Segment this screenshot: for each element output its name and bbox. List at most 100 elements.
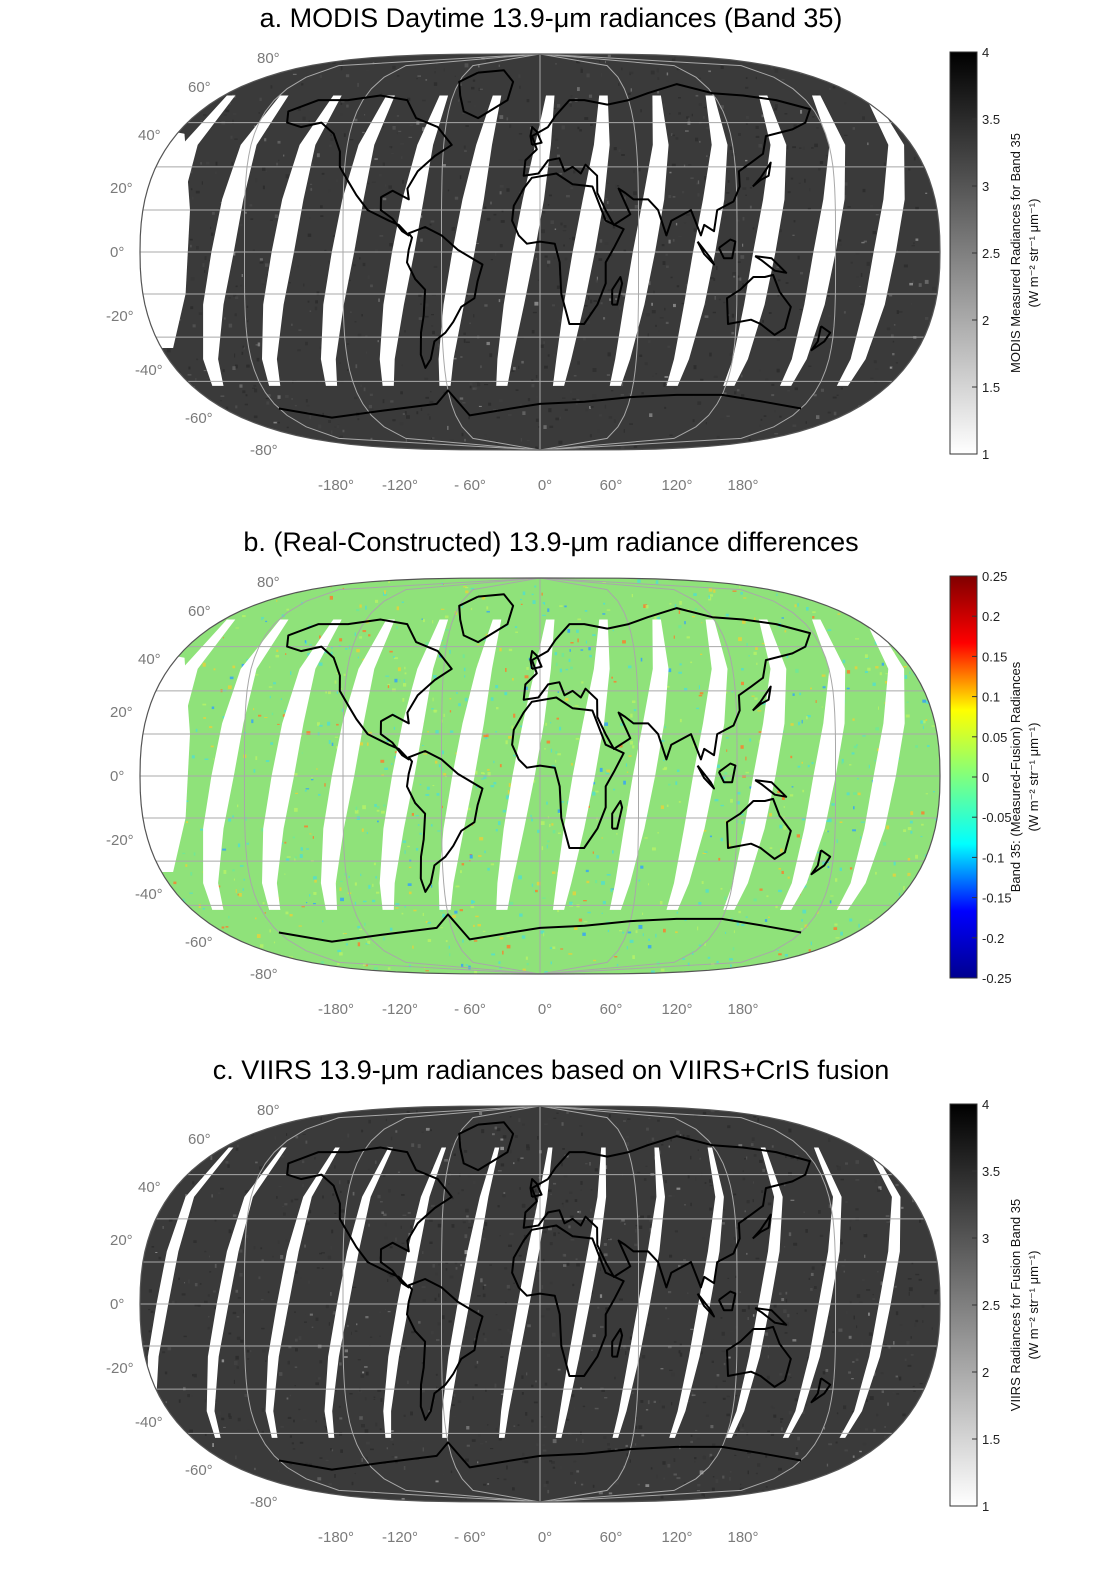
graticule (140, 54, 940, 450)
swath-gap (555, 1147, 607, 1438)
lon-label: -180° (318, 1529, 354, 1546)
colorbar-tick-label: 2.5 (982, 246, 1000, 261)
colorbar-tick-label: -0.1 (982, 850, 1004, 865)
no-data-region (140, 122, 190, 348)
colorbar-tick-label: 2 (982, 1365, 989, 1380)
swath-gap (839, 1147, 901, 1438)
swath-gap (780, 619, 846, 910)
swath-gap (780, 95, 846, 386)
colorbar-label: VIIRS Radiances for Fusion Band 35 (1008, 1199, 1023, 1411)
lat-label: 40° (138, 651, 161, 668)
lat-label: 60° (188, 1131, 211, 1148)
lon-label: 120° (661, 1529, 692, 1546)
panel-title: a. MODIS Daytime 13.9-μm radiances (Band… (259, 3, 843, 33)
swath-gap (666, 619, 728, 910)
lat-label: -60° (185, 934, 213, 951)
colorbar-tick-label: 3 (982, 1231, 989, 1246)
colorbar-units: (W m⁻² str⁻¹ μm⁻¹) (1026, 723, 1041, 832)
lat-label: 20° (110, 180, 133, 197)
lat-label: 0° (110, 244, 124, 261)
swath-gap (836, 619, 905, 910)
lon-label: 60° (600, 477, 623, 494)
lon-label: - 60° (454, 477, 486, 494)
lat-label: -40° (135, 362, 163, 379)
colorbar-tick-label: 0.25 (982, 569, 1007, 584)
map-figure: 80°60°40°20°0°-20°-40°-60°-80°-180° -120°… (106, 1097, 1041, 1546)
lon-label: 180° (727, 1001, 758, 1018)
lat-label: 60° (188, 603, 211, 620)
colorbar-tick-label: -0.2 (982, 931, 1004, 946)
colorbar-tick-label: 2 (982, 313, 989, 328)
lat-label: 20° (110, 1232, 133, 1249)
colorbar-tick-label: 0 (982, 770, 989, 785)
map-frame (139, 577, 941, 975)
map-area (140, 1106, 940, 1502)
colorbar-tick-label: 3.5 (982, 112, 1000, 127)
lat-label: -40° (135, 1414, 163, 1431)
lat-label: 80° (257, 574, 280, 591)
swath-gap (666, 95, 728, 386)
lat-label: 20° (110, 704, 133, 721)
lat-label: -60° (185, 1462, 213, 1479)
coastlines (278, 1121, 832, 1471)
lon-label: - 60° (454, 1529, 486, 1546)
colorbar-label: Band 35: (Measured-Fusion) Radiances (1008, 661, 1023, 892)
map-frame (139, 1105, 941, 1503)
lon-label: -180° (318, 1001, 354, 1018)
map-figure: 80°60°40°20°0°-20°-40°-60°-80°-180° -120°… (106, 45, 1041, 494)
lon-label: 180° (727, 1529, 758, 1546)
swath-gap (609, 619, 669, 910)
swath-gap (442, 1147, 500, 1438)
map-area (140, 578, 940, 974)
panel-title: b. (Real-Constructed) 13.9-μm radiance d… (243, 527, 859, 557)
lon-label: 0° (538, 477, 552, 494)
swath-gap (320, 95, 395, 386)
panel-title: c. VIIRS 13.9-μm radiances based on VIIR… (212, 1055, 890, 1085)
swath-gap (147, 1147, 234, 1438)
lon-label: 180° (727, 477, 758, 494)
swath-gap (379, 95, 449, 386)
lon-label: -180° (318, 477, 354, 494)
lon-label: 120° (661, 1001, 692, 1018)
swath-gap (609, 95, 669, 386)
swath-gap (324, 1147, 393, 1438)
map-frame (139, 53, 941, 451)
lon-label: -120° (382, 1529, 418, 1546)
lon-label: 0° (538, 1001, 552, 1018)
lat-label: 0° (110, 1296, 124, 1313)
lon-label: -120° (382, 1001, 418, 1018)
lat-label: 40° (138, 127, 161, 144)
swath-gap (782, 1147, 842, 1438)
colorbar-tick-label: 1 (982, 1499, 989, 1514)
panel-b: b. (Real-Constructed) 13.9-μm radiance d… (0, 524, 1102, 1044)
swath-gap (438, 619, 502, 910)
lat-label: -80° (250, 966, 278, 983)
swath-gap (262, 95, 342, 386)
lat-label: -20° (106, 1360, 134, 1377)
colorbar-tick-label: 3 (982, 179, 989, 194)
swath-gap (265, 1147, 340, 1438)
swath-gap (203, 619, 289, 910)
map-area (140, 54, 940, 450)
lon-label: - 60° (454, 1001, 486, 1018)
lat-label: 80° (257, 50, 280, 67)
coastlines (278, 69, 832, 419)
lat-label: -20° (106, 832, 134, 849)
swath-gap (669, 1147, 724, 1438)
swath-gap (383, 1147, 447, 1438)
colorbar-units: (W m⁻² str⁻¹ μm⁻¹) (1026, 199, 1041, 308)
colorbar-units: (W m⁻² str⁻¹ μm⁻¹) (1026, 1251, 1041, 1360)
colorbar-tick-label: 4 (982, 45, 989, 60)
map-figure: 80°60°40°20°0°-20°-40°-60°-80°-180° -120°… (106, 569, 1041, 1018)
colorbar-tick-label: -0.15 (982, 891, 1012, 906)
lon-label: 0° (538, 1529, 552, 1546)
lat-label: -80° (250, 1494, 278, 1511)
lon-label: -120° (382, 477, 418, 494)
colorbar-tick-label: 0.15 (982, 649, 1007, 664)
colorbar-tick-label: 1.5 (982, 1432, 1000, 1447)
no-data-region (140, 646, 190, 872)
graticule (140, 1106, 940, 1502)
swath-gap (726, 1147, 783, 1438)
lat-label: 40° (138, 1179, 161, 1196)
lat-label: -20° (106, 308, 134, 325)
